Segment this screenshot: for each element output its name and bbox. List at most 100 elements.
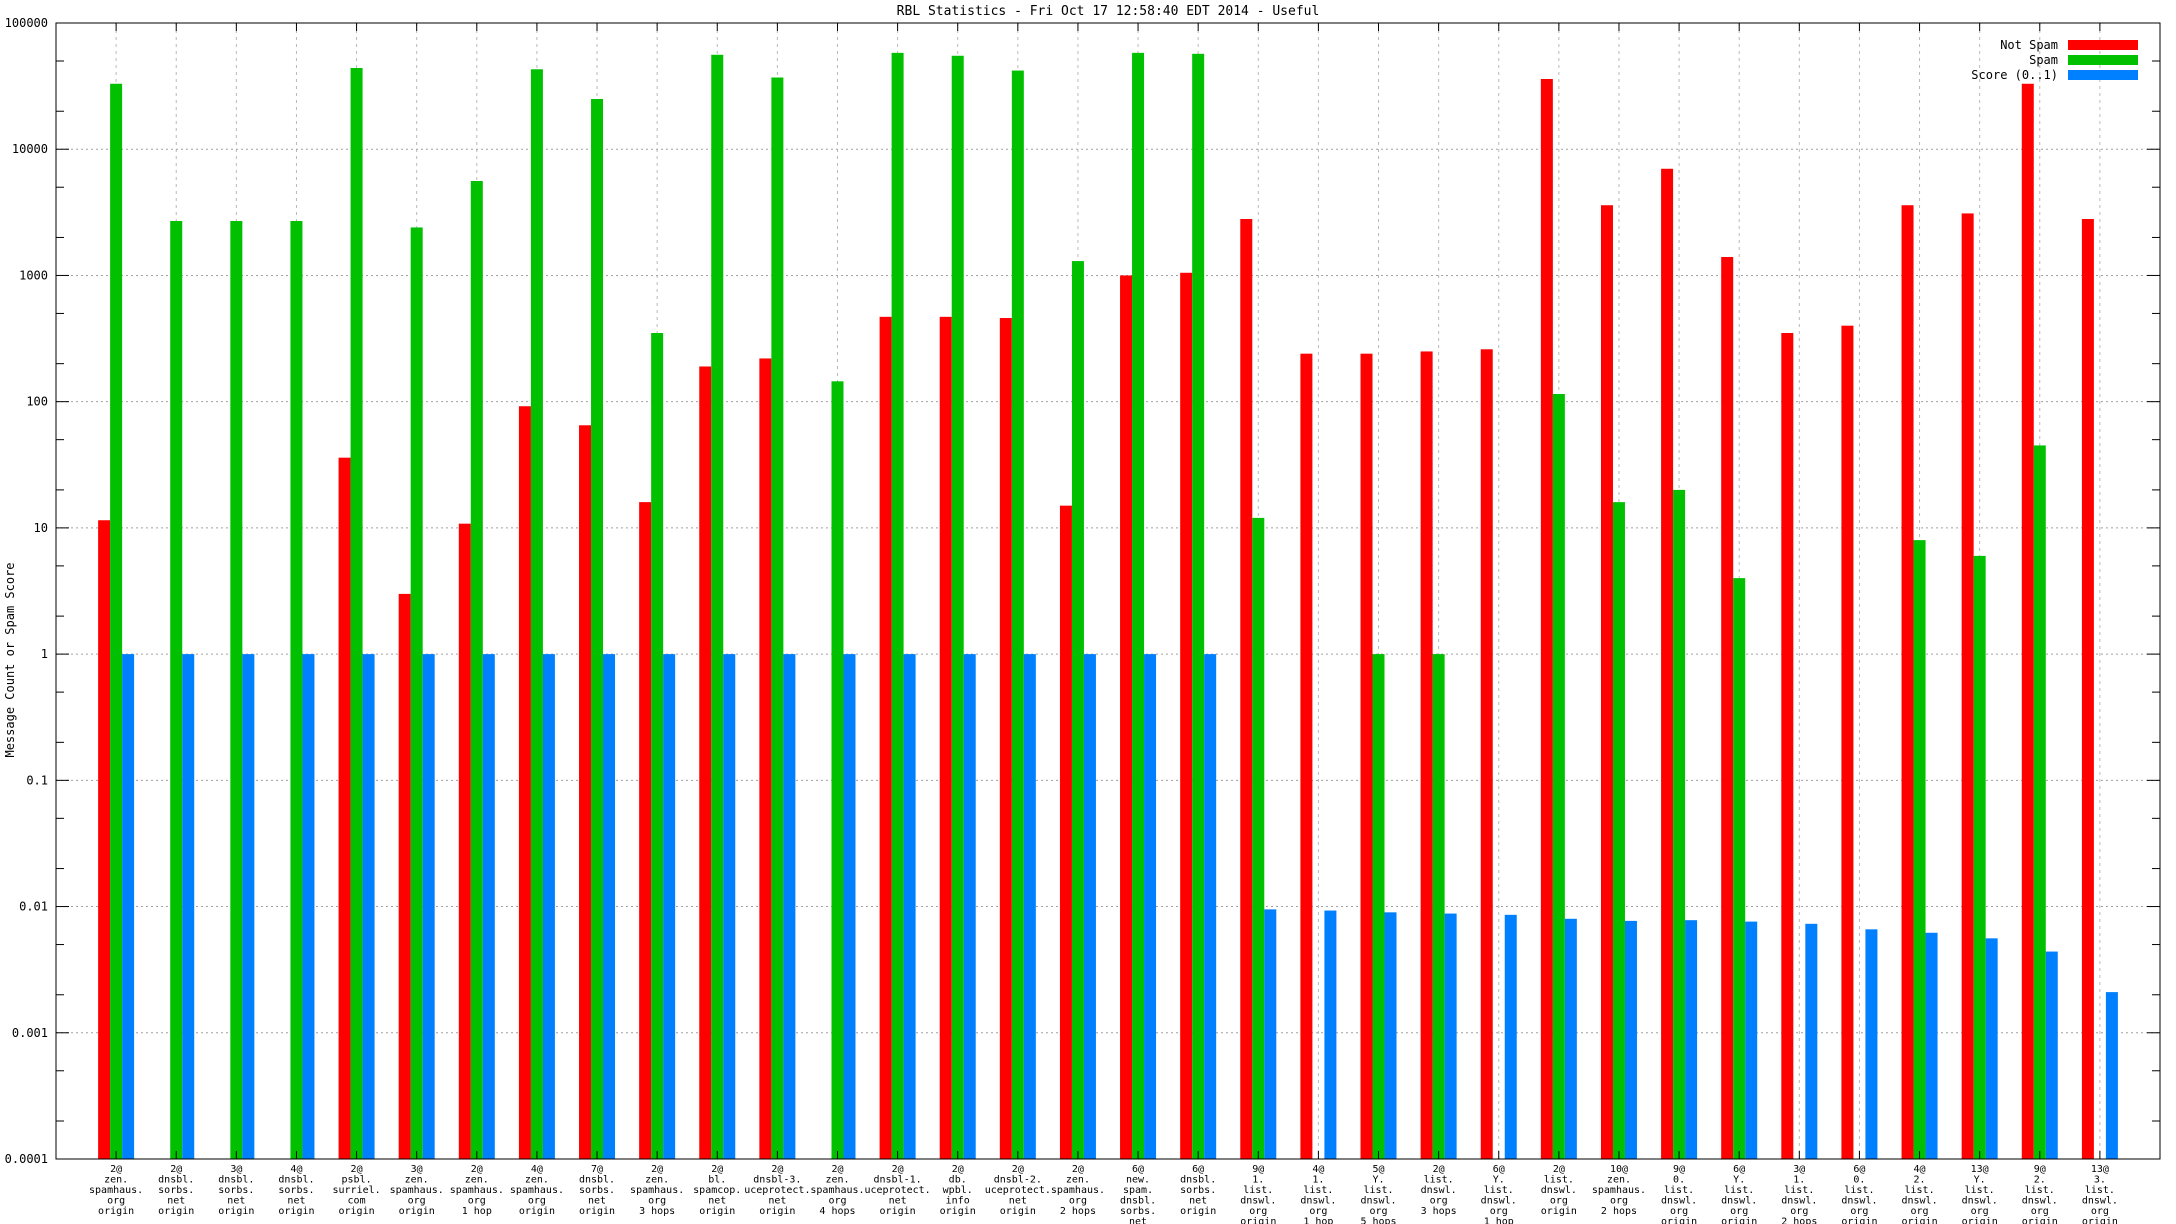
x-category-label: 7@ dnsbl. sorbs. net origin [579, 1164, 615, 1217]
bar-not-spam-20 [1240, 219, 1253, 1159]
x-category-label: 4@ dnsbl. sorbs. net origin [278, 1164, 314, 1217]
bar-score-0-1-32 [1985, 938, 1998, 1159]
bar-not-spam-24 [1480, 349, 1493, 1159]
y-tick-label: 0.1 [26, 773, 48, 787]
y-tick-label: 100000 [5, 16, 48, 30]
legend-swatch [2068, 55, 2138, 65]
bar-score-0-1-30 [1865, 929, 1878, 1159]
bar-spam-13 [831, 381, 844, 1159]
y-axis-label: Message Count or Spam Score [3, 562, 17, 757]
bar-not-spam-15 [939, 316, 952, 1159]
bar-score-0-1-3 [242, 654, 255, 1159]
y-tick-label: 0.0001 [5, 1152, 48, 1166]
bar-score-0-1-11 [723, 654, 736, 1159]
bar-spam-28 [1733, 578, 1746, 1159]
bar-not-spam-25 [1540, 79, 1553, 1159]
legend-label: Score (0..1) [1971, 68, 2058, 82]
x-category-label: 6@ Y. list. dnswl. org origin [1721, 1164, 1757, 1224]
x-category-label: 6@ 0. list. dnswl. org origin [1841, 1164, 1877, 1224]
bar-not-spam-17 [1059, 505, 1072, 1160]
bar-spam-11 [711, 54, 724, 1159]
bar-spam-22 [1372, 654, 1385, 1159]
bar-spam-1 [110, 83, 123, 1159]
bar-score-0-1-34 [2105, 992, 2118, 1159]
bar-not-spam-6 [398, 593, 411, 1159]
bar-score-0-1-13 [843, 654, 856, 1159]
x-category-label: 2@ zen. spamhaus. org 2 hops [1051, 1164, 1105, 1217]
x-category-label: 2@ db. wpbl. info origin [940, 1164, 976, 1217]
x-category-label: 2@ zen. spamhaus. org origin [89, 1164, 143, 1217]
bar-spam-27 [1673, 489, 1686, 1159]
bar-spam-17 [1071, 261, 1084, 1159]
bar-score-0-1-27 [1685, 920, 1698, 1159]
bar-spam-20 [1252, 517, 1265, 1159]
chart-title: RBL Statistics - Fri Oct 17 12:58:40 EDT… [897, 4, 1320, 19]
bar-not-spam-28 [1721, 256, 1734, 1159]
bar-score-0-1-29 [1805, 923, 1818, 1159]
bar-score-0-1-12 [783, 654, 796, 1159]
plot-border [55, 22, 2161, 1160]
bar-score-0-1-18 [1144, 654, 1157, 1159]
bar-score-0-1-22 [1384, 912, 1397, 1159]
bar-spam-9 [591, 98, 604, 1159]
bar-spam-5 [350, 68, 363, 1160]
x-category-label: 2@ dnsbl-3. uceprotect. net origin [744, 1164, 810, 1217]
x-category-label: 6@ Y. list. dnswl. org 1 hop [1481, 1164, 1517, 1224]
bar-spam-7 [470, 181, 483, 1160]
axis-layer: 100000 10000 1000 100 10 1 0.1 0.01 0.001 0.0001 2… [5, 16, 2161, 1224]
legend-label: Spam [2029, 53, 2058, 67]
bar-spam-3 [230, 220, 243, 1159]
bar-score-0-1-33 [2045, 951, 2058, 1159]
bar-not-spam-34 [2081, 219, 2094, 1159]
x-category-label: 2@ psbl. surriel. com origin [332, 1164, 380, 1217]
bar-score-0-1-10 [663, 654, 676, 1159]
bar-spam-23 [1432, 654, 1445, 1159]
bar-spam-16 [1011, 70, 1024, 1159]
bar-score-0-1-24 [1504, 914, 1517, 1159]
y-tick-label: 0.01 [19, 900, 48, 914]
bar-spam-10 [651, 332, 664, 1160]
bar-spam-32 [1973, 555, 1986, 1159]
bar-score-0-1-19 [1204, 654, 1217, 1159]
x-category-label: 3@ zen. spamhaus. org origin [390, 1164, 444, 1217]
bar-score-0-1-23 [1444, 913, 1457, 1159]
bar-score-0-1-9 [603, 654, 616, 1159]
bar-not-spam-8 [518, 406, 531, 1160]
bar-spam-25 [1552, 394, 1565, 1159]
x-category-label: 2@ dnsbl. sorbs. net origin [158, 1164, 194, 1217]
x-category-label: 2@ zen. spamhaus. org 4 hops [810, 1164, 864, 1217]
x-category-label: 10@ zen. spamhaus. org 2 hops [1592, 1164, 1646, 1217]
bar-score-0-1-6 [422, 654, 435, 1159]
bar-layer [98, 52, 2118, 1160]
x-category-label: 2@ list. dnswl. org 3 hops [1421, 1164, 1457, 1217]
bar-spam-2 [170, 220, 183, 1159]
bar-not-spam-16 [999, 318, 1012, 1159]
bar-spam-6 [410, 227, 423, 1159]
bar-score-0-1-16 [1023, 654, 1036, 1159]
bar-score-0-1-31 [1925, 932, 1938, 1159]
y-tick-label: 1000 [19, 268, 48, 282]
bar-score-0-1-5 [362, 654, 375, 1159]
bar-score-0-1-15 [963, 654, 976, 1159]
legend-swatch [2068, 70, 2138, 80]
x-category-label: 4@ zen. spamhaus. org origin [510, 1164, 564, 1217]
x-category-label: 2@ dnsbl-1. uceprotect. net origin [864, 1164, 930, 1217]
bar-score-0-1-25 [1564, 918, 1577, 1159]
bar-score-0-1-4 [302, 654, 315, 1159]
bar-not-spam-5 [338, 457, 351, 1159]
y-tick-label: 100 [26, 395, 48, 409]
bar-spam-8 [530, 69, 543, 1160]
bar-score-0-1-26 [1624, 920, 1637, 1159]
bar-spam-18 [1132, 52, 1145, 1160]
x-category-label: 4@ 1. list. dnswl. org 1 hop [1300, 1164, 1336, 1224]
bar-spam-4 [290, 220, 303, 1159]
x-category-label: 2@ zen. spamhaus. org 1 hop [450, 1164, 504, 1217]
bar-score-0-1-14 [903, 654, 916, 1159]
x-category-label: 3@ dnsbl. sorbs. net origin [218, 1164, 254, 1217]
bar-spam-12 [771, 77, 784, 1159]
bar-not-spam-22 [1360, 353, 1373, 1160]
bar-not-spam-10 [639, 502, 652, 1160]
